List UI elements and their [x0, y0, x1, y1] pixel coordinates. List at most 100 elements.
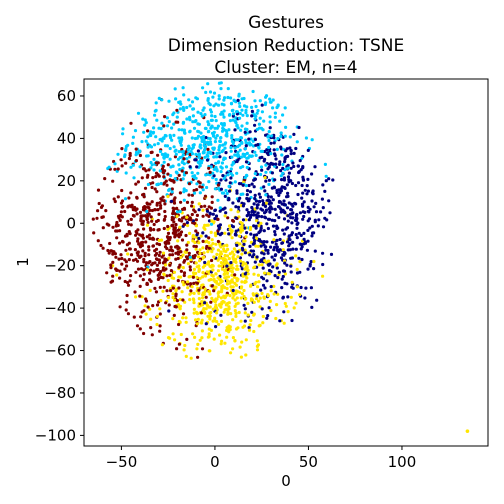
scatter-point-cluster-2 — [175, 206, 179, 210]
scatter-point-cluster-0 — [207, 101, 211, 105]
scatter-point-cluster-0 — [220, 191, 224, 195]
scatter-point-cluster-1 — [270, 218, 274, 222]
scatter-point-cluster-1 — [234, 229, 238, 233]
scatter-point-cluster-0 — [231, 140, 236, 145]
scatter-point-cluster-2 — [192, 256, 196, 260]
scatter-point-cluster-1 — [253, 193, 257, 197]
scatter-point-cluster-1 — [308, 226, 312, 230]
scatter-point-cluster-3 — [218, 243, 222, 247]
scatter-point-cluster-2 — [147, 248, 151, 252]
scatter-point-cluster-2 — [184, 150, 188, 154]
scatter-point-cluster-3 — [254, 236, 258, 241]
scatter-point-cluster-3 — [223, 231, 227, 235]
scatter-point-cluster-3 — [188, 292, 192, 296]
scatter-point-cluster-3 — [126, 252, 130, 256]
scatter-point-cluster-0 — [205, 185, 209, 190]
scatter-point-cluster-0 — [238, 104, 242, 109]
scatter-point-cluster-0 — [240, 108, 244, 112]
scatter-point-cluster-3 — [201, 246, 205, 250]
x-axis-label: 0 — [281, 472, 291, 490]
scatter-point-cluster-0 — [256, 109, 260, 113]
scatter-point-cluster-0 — [158, 149, 163, 154]
scatter-point-cluster-0 — [230, 155, 234, 159]
scatter-point-cluster-1 — [265, 222, 269, 226]
y-tick-label: −40 — [44, 299, 76, 317]
scatter-point-cluster-0 — [264, 170, 268, 174]
scatter-point-cluster-1 — [273, 245, 277, 249]
scatter-point-cluster-3 — [234, 283, 239, 287]
scatter-point-cluster-3 — [266, 294, 270, 298]
scatter-point-cluster-2 — [127, 222, 131, 226]
scatter-point-cluster-2 — [146, 202, 150, 206]
scatter-point-cluster-2 — [179, 269, 183, 273]
scatter-point-cluster-0 — [234, 138, 238, 142]
scatter-point-cluster-0 — [160, 121, 164, 125]
scatter-point-cluster-3 — [171, 317, 175, 321]
scatter-point-cluster-0 — [214, 177, 218, 182]
scatter-point-cluster-1 — [244, 160, 249, 164]
y-tick-label: 40 — [57, 129, 76, 147]
scatter-point-cluster-0 — [226, 173, 230, 177]
scatter-point-cluster-2 — [164, 267, 168, 271]
scatter-point-cluster-3 — [240, 228, 245, 232]
scatter-point-cluster-0 — [182, 93, 186, 97]
scatter-point-cluster-0 — [249, 143, 253, 147]
scatter-point-cluster-1 — [265, 316, 269, 320]
scatter-point-cluster-3 — [298, 260, 302, 264]
scatter-point-cluster-0 — [169, 174, 173, 178]
scatter-point-cluster-1 — [213, 208, 217, 212]
scatter-point-cluster-1 — [288, 146, 292, 150]
scatter-point-cluster-1 — [259, 226, 263, 230]
scatter-point-cluster-3 — [217, 255, 222, 259]
scatter-point-cluster-3 — [184, 354, 188, 358]
scatter-point-cluster-2 — [148, 260, 152, 264]
scatter-point-cluster-2 — [150, 185, 154, 190]
scatter-point-cluster-1 — [277, 162, 282, 166]
scatter-point-cluster-0 — [155, 118, 159, 122]
scatter-point-cluster-3 — [223, 308, 227, 312]
scatter-point-cluster-3 — [266, 272, 270, 276]
scatter-point-cluster-1 — [282, 199, 286, 203]
scatter-point-cluster-2 — [167, 303, 171, 307]
scatter-point-cluster-0 — [188, 115, 192, 119]
scatter-point-cluster-0 — [157, 126, 161, 130]
scatter-point-cluster-2 — [149, 326, 153, 330]
scatter-point-cluster-2 — [138, 153, 142, 158]
scatter-point-cluster-2 — [125, 300, 129, 304]
scatter-point-cluster-1 — [243, 251, 247, 255]
scatter-point-cluster-1 — [213, 217, 217, 221]
scatter-point-cluster-2 — [143, 254, 147, 258]
scatter-point-cluster-2 — [123, 267, 127, 271]
scatter-point-cluster-3 — [178, 297, 182, 302]
scatter-point-cluster-2 — [166, 224, 170, 229]
scatter-point-cluster-3 — [222, 262, 226, 266]
scatter-point-cluster-0 — [211, 95, 215, 99]
scatter-point-cluster-1 — [193, 158, 197, 162]
scatter-point-cluster-3 — [200, 303, 205, 307]
scatter-point-cluster-1 — [287, 244, 291, 248]
scatter-point-cluster-3 — [231, 347, 235, 351]
scatter-point-cluster-2 — [201, 214, 205, 218]
scatter-point-cluster-2 — [210, 200, 214, 204]
scatter-point-cluster-1 — [266, 226, 270, 231]
scatter-point-cluster-3 — [208, 349, 212, 353]
scatter-point-cluster-0 — [238, 148, 242, 152]
scatter-point-cluster-1 — [236, 250, 240, 254]
scatter-point-cluster-0 — [225, 129, 229, 133]
scatter-point-cluster-3 — [219, 296, 223, 300]
scatter-point-cluster-1 — [195, 233, 199, 237]
scatter-point-cluster-3 — [171, 295, 175, 300]
scatter-point-cluster-3 — [321, 274, 325, 278]
scatter-point-cluster-2 — [126, 219, 130, 223]
scatter-point-cluster-3 — [241, 263, 245, 267]
scatter-point-cluster-3 — [197, 291, 201, 295]
scatter-point-cluster-2 — [143, 251, 147, 255]
y-tick-label: 20 — [57, 172, 76, 190]
scatter-point-cluster-1 — [235, 243, 239, 247]
scatter-point-cluster-0 — [145, 154, 149, 158]
scatter-point-cluster-3 — [192, 298, 196, 302]
scatter-point-cluster-0 — [144, 121, 148, 125]
scatter-point-cluster-1 — [255, 206, 259, 210]
scatter-point-cluster-1 — [269, 141, 273, 145]
scatter-point-cluster-3 — [207, 290, 212, 294]
